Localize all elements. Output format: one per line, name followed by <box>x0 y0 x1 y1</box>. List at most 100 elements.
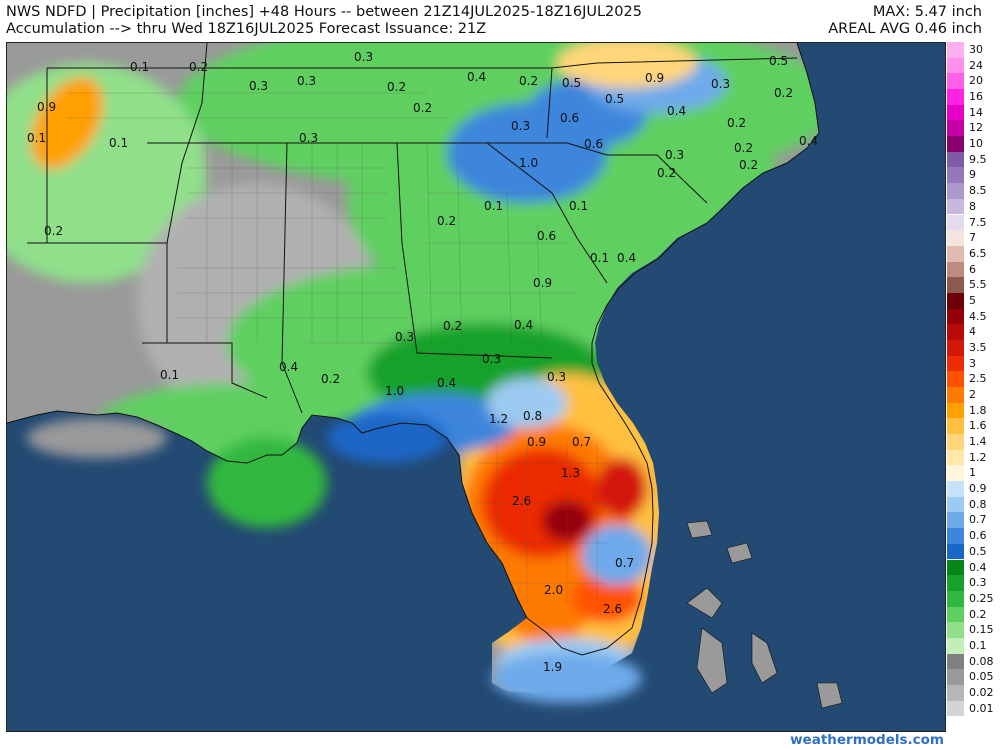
legend-label: 9.5 <box>969 152 987 166</box>
legend-entry: 7.5 <box>947 214 1000 231</box>
legend-entry: 3 <box>947 355 1000 372</box>
precip-value-label: 0.4 <box>514 318 533 332</box>
precip-value-label: 0.4 <box>667 104 686 118</box>
legend-swatch <box>947 136 964 152</box>
precip-value-label: 0.7 <box>572 435 591 449</box>
precip-value-label: 0.6 <box>560 111 579 125</box>
precip-value-label: 0.1 <box>484 199 503 213</box>
legend-label: 0.25 <box>969 591 994 605</box>
precip-value-label: 2.6 <box>512 494 531 508</box>
legend-swatch <box>947 402 964 419</box>
value-labels: 0.1 0.2 0.3 0.5 0.3 0.3 0.2 0.4 0.2 0.5 0.9 0.3 0.2 0… <box>27 50 818 674</box>
legend-swatch <box>947 716 964 732</box>
legend-label: 1.4 <box>969 435 987 449</box>
precip-value-label: 0.5 <box>769 54 788 68</box>
legend-label: 4.5 <box>969 309 987 323</box>
precip-value-label: 0.2 <box>739 158 758 172</box>
legend-label: 20 <box>969 74 983 88</box>
legend-entry: 4.5 <box>947 308 1000 325</box>
legend-label: 30 <box>969 43 983 56</box>
legend-swatch <box>947 339 964 356</box>
legend-entry: 0.1 <box>947 637 1000 654</box>
precip-value-label: 0.2 <box>734 141 753 155</box>
legend-entry: 1.8 <box>947 402 1000 419</box>
precip-value-label: 1.3 <box>561 466 580 480</box>
legend-entry: 24 <box>947 57 1000 74</box>
precip-value-label: 0.9 <box>527 435 546 449</box>
legend-entry: 12 <box>947 120 1000 137</box>
legend-label: 0.08 <box>969 654 994 668</box>
legend-entry: 0.3 <box>947 575 1000 591</box>
legend-label: 1 <box>969 466 976 480</box>
legend-entry: 0.4 <box>947 559 1000 576</box>
legend-label: 2 <box>969 388 976 401</box>
precip-value-label: 1.0 <box>519 156 538 170</box>
legend-label: 1.2 <box>969 450 987 464</box>
legend-entry <box>947 716 1000 732</box>
legend-entry: 14 <box>947 104 1000 121</box>
legend-swatch <box>947 324 964 340</box>
legend-entry: 6 <box>947 261 1000 278</box>
precip-value-label: 0.3 <box>297 74 316 88</box>
legend-entry: 0.7 <box>947 512 1000 529</box>
legend-entry: 0.9 <box>947 481 1000 497</box>
precip-value-label: 0.3 <box>547 370 566 384</box>
source-credit: weathermodels.com <box>790 732 944 748</box>
precip-value-label: 0.3 <box>354 50 373 64</box>
legend-swatch <box>947 104 964 121</box>
precip-value-label: 0.5 <box>562 76 581 90</box>
precip-value-label: 0.4 <box>617 251 636 265</box>
legend-entry: 0.02 <box>947 684 1000 701</box>
legend-entry: 4 <box>947 324 1000 340</box>
legend-entry: 7 <box>947 230 1000 246</box>
legend-label: 10 <box>969 137 983 151</box>
map-subtitle: Accumulation --> thru Wed 18Z16JUL2025 F… <box>6 21 487 37</box>
legend-entry: 0.5 <box>947 543 1000 560</box>
legend-entry: 1.6 <box>947 418 1000 435</box>
legend-swatch <box>947 245 964 262</box>
legend-swatch <box>947 418 964 435</box>
legend-swatch <box>947 73 964 90</box>
precip-value-label: 0.1 <box>590 251 609 265</box>
legend-entry: 0.08 <box>947 653 1000 670</box>
precip-value-label: 0.4 <box>437 376 456 390</box>
legend-swatch <box>947 700 964 717</box>
legend-label: 0.02 <box>969 685 994 699</box>
legend-entry: 3.5 <box>947 339 1000 356</box>
legend-label: 0.2 <box>969 607 987 621</box>
precip-value-label: 0.6 <box>584 137 603 151</box>
legend-swatch <box>947 512 964 529</box>
legend-swatch <box>947 434 964 450</box>
legend-swatch <box>947 42 964 58</box>
precip-value-label: 1.0 <box>385 384 404 398</box>
precip-value-label: 0.3 <box>299 131 318 145</box>
legend-entry: 0.01 <box>947 700 1000 717</box>
legend-swatch <box>947 355 964 372</box>
precip-value-label: 2.6 <box>603 602 622 616</box>
legend-label: 24 <box>969 58 983 72</box>
legend-label: 8 <box>969 199 976 213</box>
legend-entry: 2 <box>947 387 1000 403</box>
color-scale-legend: 30 24 20 16 14 12 10 9.5 9 8.5 8 7.5 7 6.5 6 5.5 5 4.5 4 3.… <box>947 42 1000 732</box>
precip-value-label: 0.2 <box>443 319 462 333</box>
legend-label: 0.05 <box>969 670 994 684</box>
precip-value-label: 0.9 <box>645 71 664 85</box>
legend-label: 1.8 <box>969 403 987 417</box>
legend-label: 7 <box>969 231 976 245</box>
legend-label: 6 <box>969 262 976 276</box>
legend-label: 16 <box>969 90 983 104</box>
legend-swatch <box>947 167 964 184</box>
legend-entry: 6.5 <box>947 245 1000 262</box>
legend-swatch <box>947 449 964 466</box>
legend-swatch <box>947 292 964 309</box>
legend-label: 0.15 <box>969 623 994 637</box>
precip-value-label: 0.4 <box>467 70 486 84</box>
legend-swatch <box>947 214 964 231</box>
legend-swatch <box>947 528 964 544</box>
legend-swatch <box>947 89 964 105</box>
legend-swatch <box>947 308 964 325</box>
precip-value-label: 0.1 <box>27 131 46 145</box>
precip-value-label: 0.7 <box>615 556 634 570</box>
legend-entry: 9.5 <box>947 151 1000 168</box>
legend-entry: 10 <box>947 136 1000 152</box>
